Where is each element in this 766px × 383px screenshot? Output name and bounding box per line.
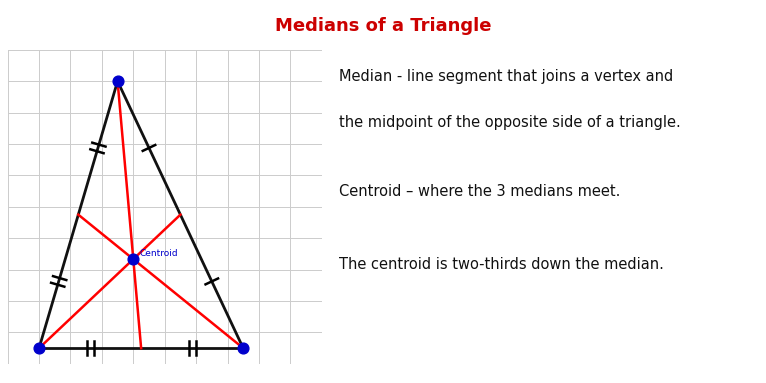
Text: The centroid is two-thirds down the median.: The centroid is two-thirds down the medi… xyxy=(339,257,664,272)
Text: Centroid – where the 3 medians meet.: Centroid – where the 3 medians meet. xyxy=(339,184,621,199)
Text: the midpoint of the opposite side of a triangle.: the midpoint of the opposite side of a t… xyxy=(339,115,681,130)
Text: Median - line segment that joins a vertex and: Median - line segment that joins a verte… xyxy=(339,69,674,84)
Point xyxy=(111,78,123,84)
Text: Medians of a Triangle: Medians of a Triangle xyxy=(275,17,491,35)
Point xyxy=(127,256,139,262)
Point xyxy=(237,345,249,351)
Point xyxy=(33,345,45,351)
Text: Centroid: Centroid xyxy=(139,249,178,258)
